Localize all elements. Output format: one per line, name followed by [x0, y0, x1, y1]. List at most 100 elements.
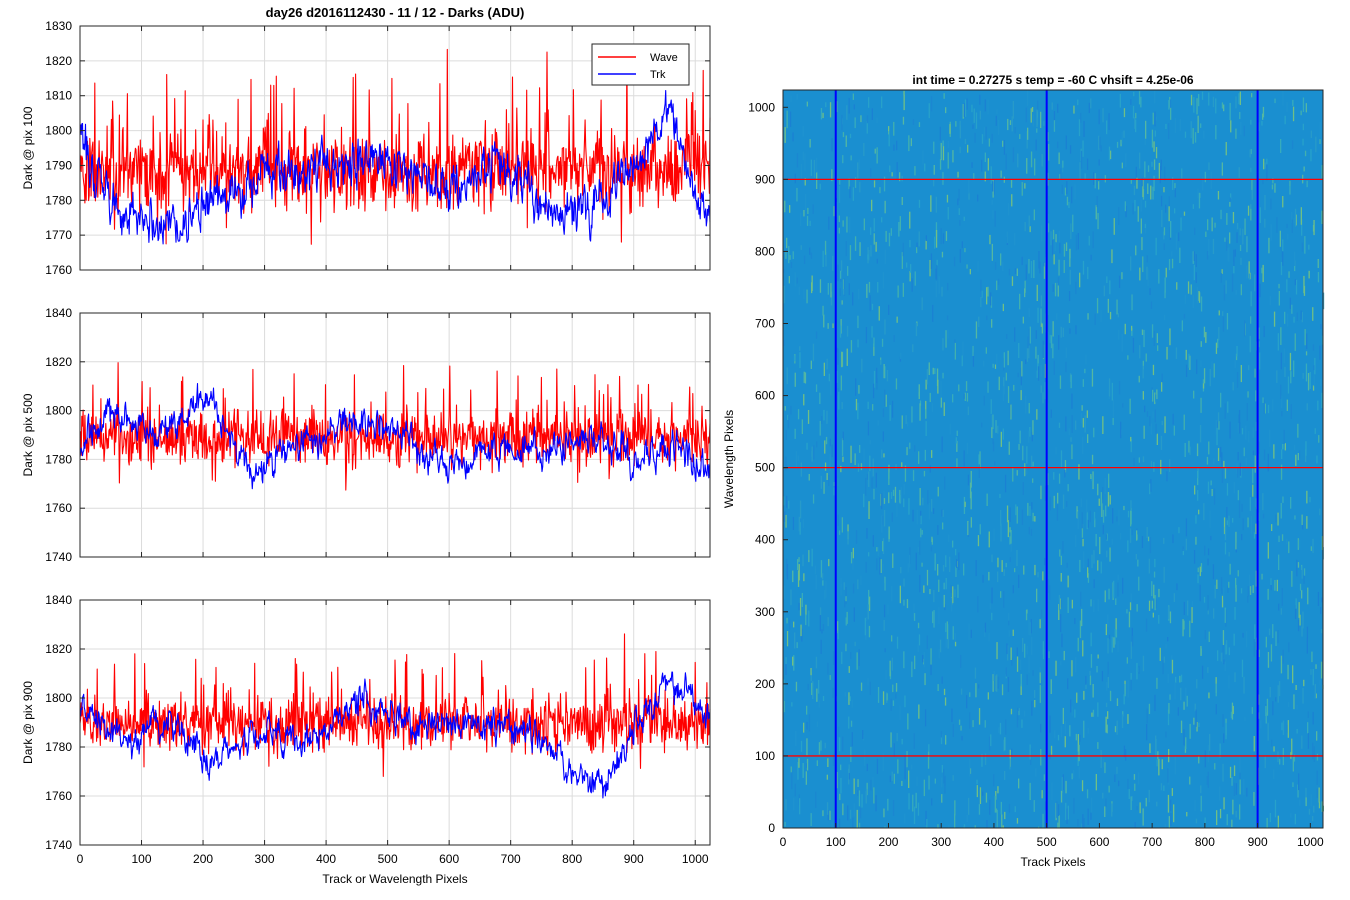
heatmap-cell — [1034, 158, 1036, 176]
heatmap-cell — [1308, 244, 1310, 250]
heatmap-cell — [869, 440, 871, 445]
x-tick-label: 0 — [780, 835, 787, 849]
heatmap-cell — [822, 250, 824, 267]
heatmap-cell — [1235, 577, 1237, 588]
heatmap-cell — [1146, 255, 1148, 263]
heatmap-cell — [1200, 123, 1202, 128]
heatmap-cell — [1080, 112, 1082, 123]
heatmap-cell — [1221, 269, 1223, 274]
heatmap-cell — [942, 509, 944, 517]
heatmap-cell — [1314, 357, 1316, 375]
heatmap-cell — [1199, 566, 1201, 577]
heatmap-cell — [948, 825, 950, 828]
heatmap-cell — [847, 266, 849, 276]
heatmap-cell — [1006, 643, 1008, 655]
heatmap-cell — [1301, 590, 1303, 599]
heatmap-cell — [1320, 379, 1322, 386]
heatmap-cell — [981, 290, 983, 298]
heatmap-cell — [1063, 650, 1065, 661]
heatmap-cell — [1320, 324, 1322, 330]
heatmap-cell — [1307, 711, 1309, 718]
heatmap-cell — [913, 733, 915, 749]
heatmap-cell — [1309, 497, 1311, 503]
heatmap-cell — [1074, 709, 1076, 718]
heatmap-cell — [1062, 774, 1064, 791]
heatmap-cell — [1024, 280, 1026, 293]
heatmap-cell — [1060, 168, 1062, 179]
heatmap-cell — [859, 807, 862, 819]
heatmap-cell — [1240, 121, 1242, 135]
heatmap-cell — [1150, 460, 1153, 467]
heatmap-cell — [1136, 806, 1138, 811]
heatmap-cell — [1049, 496, 1051, 511]
heatmap-cell — [917, 622, 920, 629]
heatmap-cell — [956, 559, 958, 568]
heatmap-cell — [1158, 269, 1160, 284]
heatmap-cell — [937, 486, 939, 497]
heatmap-cell — [787, 414, 789, 420]
heatmap-cell — [1014, 806, 1016, 813]
heatmap-cell — [1163, 243, 1165, 250]
heatmap-cell — [911, 661, 913, 678]
heatmap-cell — [1021, 361, 1023, 377]
heatmap-cell — [873, 337, 875, 347]
heatmap-cell — [921, 530, 923, 535]
heatmap-cell — [1274, 799, 1277, 818]
heatmap-cell — [822, 580, 824, 586]
heatmap-cell — [1127, 355, 1129, 360]
heatmap-cell — [941, 509, 943, 517]
heatmap-cell — [1077, 734, 1079, 752]
heatmap-cell — [1153, 584, 1155, 599]
x-tick-label: 500 — [378, 852, 398, 866]
heatmap-cell — [1029, 326, 1031, 344]
heatmap-cell — [1294, 605, 1297, 619]
heatmap-cell — [1312, 669, 1314, 686]
heatmap-cell — [1282, 649, 1284, 664]
heatmap-cell — [788, 245, 790, 264]
heatmap-cell — [895, 464, 897, 470]
heatmap-cell — [1037, 366, 1040, 381]
heatmap-cell — [1133, 774, 1136, 780]
heatmap-cell — [1164, 277, 1166, 293]
heatmap-cell — [849, 186, 851, 199]
heatmap-cell — [822, 810, 824, 817]
heatmap-cell — [1291, 140, 1294, 149]
heatmap-cell — [903, 94, 905, 111]
heatmap-cell — [947, 207, 949, 220]
heatmap-cell — [1302, 611, 1304, 629]
heatmap-cell — [820, 475, 822, 489]
heatmap-cell — [871, 199, 873, 212]
heatmap-cell — [1234, 672, 1236, 683]
heatmap-cell — [958, 719, 961, 725]
heatmap-cell — [843, 289, 845, 295]
heatmap-cell — [897, 759, 899, 774]
heatmap-cell — [1262, 493, 1264, 511]
heatmap-cell — [790, 589, 792, 606]
heatmap-cell — [1130, 641, 1132, 659]
heatmap-cell — [802, 151, 804, 161]
heatmap-cell — [955, 437, 957, 444]
heatmap-cell — [938, 579, 940, 592]
heatmap-cell — [1081, 523, 1084, 538]
heatmap-cell — [918, 231, 920, 247]
heatmap-cell — [911, 764, 913, 770]
heatmap-cell — [873, 180, 876, 188]
heatmap-cell — [929, 465, 931, 473]
heatmap-cell — [786, 617, 788, 624]
heatmap-cell — [1238, 167, 1240, 178]
heatmap-cell — [1262, 106, 1265, 118]
heatmap-cell — [1064, 470, 1066, 478]
heatmap-cell — [1264, 218, 1266, 228]
heatmap-cell — [985, 347, 987, 354]
heatmap-cell — [1018, 708, 1020, 716]
heatmap-cell — [865, 561, 867, 573]
heatmap-cell — [998, 376, 1000, 391]
heatmap-cell — [941, 676, 943, 684]
heatmap-cell — [1156, 759, 1158, 767]
heatmap-cell — [1293, 360, 1295, 377]
heatmap-cell — [827, 758, 829, 767]
heatmap-cell — [1009, 120, 1012, 125]
heatmap-cell — [822, 112, 824, 119]
heatmap-cell — [900, 352, 902, 360]
heatmap-cell — [1238, 93, 1240, 105]
